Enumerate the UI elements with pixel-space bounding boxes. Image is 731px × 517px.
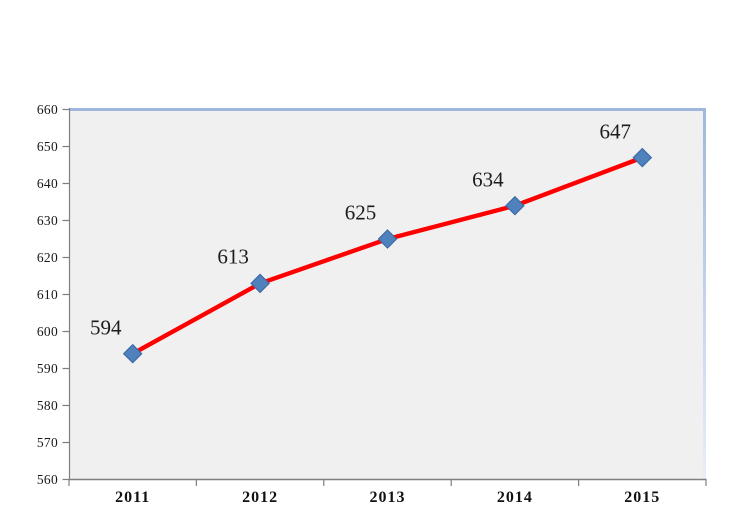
plot-area [69,108,703,479]
data-point-marker [250,273,270,294]
data-point-marker [632,147,653,168]
data-point-marker [122,343,143,364]
series-line [131,155,644,356]
data-point-marker [377,229,398,249]
data-point-marker [505,195,525,216]
plot-border-right [703,108,706,479]
